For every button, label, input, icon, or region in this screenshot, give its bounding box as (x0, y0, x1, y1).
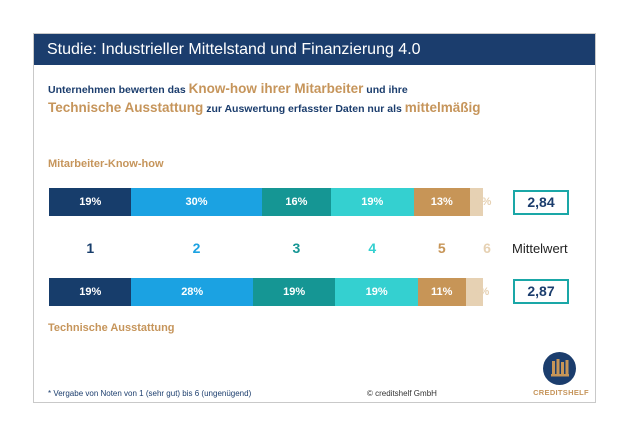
data-label: 16% (285, 196, 308, 208)
grade-label-3: 3 (292, 240, 301, 256)
grade-label-2: 2 (192, 240, 201, 256)
grade-label-4: 4 (368, 240, 377, 256)
grade-label-5: 5 (437, 240, 446, 256)
footnote: * Vergabe von Noten von 1 (sehr gut) bis… (48, 389, 252, 398)
stacked-bar-mitarbeiter: 19% 30% 16% 19% 13% 3% (49, 188, 491, 216)
subtitle-highlight-3: mittelmäßig (404, 100, 481, 115)
bar-segment-grade-4: 19% (335, 278, 418, 306)
subtitle-highlight-2: Technische Ausstattung (48, 100, 204, 115)
bar-segment-grade-5: 11% (417, 278, 466, 306)
subtitle-highlight-1: Know-how ihrer Mitarbeiter (188, 81, 364, 96)
logo-text: CREDITSHELF (533, 388, 589, 397)
data-label: 4% (473, 286, 490, 298)
creditshelf-logo: CREDITSHELF (530, 352, 590, 400)
series-label-technische: Technische Ausstattung (48, 322, 175, 334)
copyright: © creditshelf GmbH (367, 389, 437, 398)
mean-label: Mittelwert (512, 241, 568, 256)
bar-segment-grade-3: 19% (252, 278, 336, 306)
data-label: 19% (361, 196, 384, 208)
data-label: 19% (365, 286, 388, 298)
bar-segment-grade-6: 4% (465, 278, 489, 306)
study-card: Studie: Industrieller Mittelstand und Fi… (33, 33, 596, 403)
data-label: 19% (79, 286, 102, 298)
subtitle-part-2: und ihre (363, 84, 408, 96)
grade-label-1: 1 (86, 240, 95, 256)
data-label: 11% (431, 286, 453, 298)
subtitle-part-1: Unternehmen bewerten das (48, 84, 189, 96)
data-label: 13% (430, 196, 453, 208)
bar-segment-grade-2: 30% (131, 188, 262, 216)
data-label: 3% (475, 196, 492, 208)
bar-segment-grade-1: 19% (49, 278, 132, 306)
data-label: 30% (185, 196, 208, 208)
bar-segment-grade-3: 16% (261, 188, 332, 216)
data-label: 19% (79, 196, 102, 208)
bar-segment-grade-1: 19% (49, 188, 132, 216)
bar-segment-grade-5: 13% (413, 188, 470, 216)
subtitle-part-3: zur Auswertung erfasster Daten nur als (203, 103, 405, 115)
mean-value-mitarbeiter: 2,84 (513, 190, 569, 215)
mean-value-technische: 2,87 (513, 279, 569, 304)
chart-subtitle: Unternehmen bewerten das Know-how ihrer … (48, 80, 588, 118)
page-title: Studie: Industrieller Mittelstand und Fi… (34, 34, 595, 65)
stacked-bar-technische: 19% 28% 19% 19% 11% 4% (49, 278, 489, 306)
data-label: 19% (283, 286, 306, 298)
grade-label-6: 6 (483, 240, 491, 256)
bar-segment-grade-6: 3% (469, 188, 491, 216)
bar-segment-grade-2: 28% (131, 278, 253, 306)
series-label-mitarbeiter: Mitarbeiter-Know-how (48, 158, 164, 170)
bookshelf-icon (543, 352, 576, 385)
bar-segment-grade-4: 19% (331, 188, 414, 216)
data-label: 28% (181, 286, 204, 298)
